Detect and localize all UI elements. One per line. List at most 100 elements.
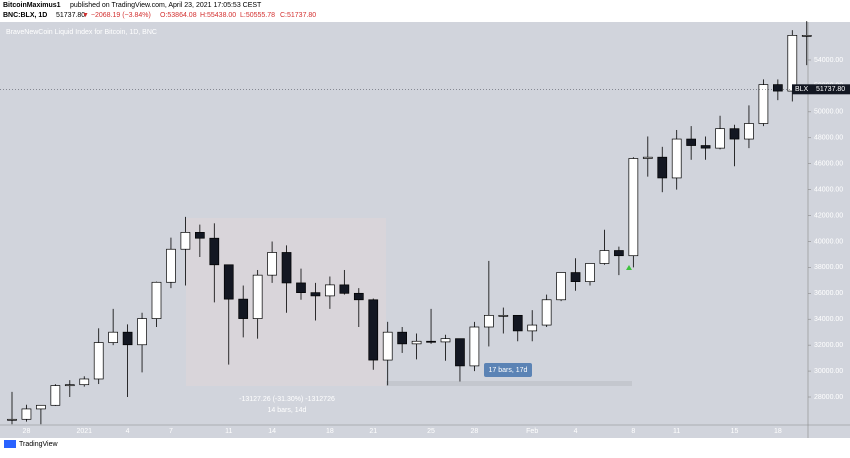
candle-body bbox=[122, 331, 133, 346]
candle-body bbox=[787, 35, 798, 92]
x-tick-label: 28 bbox=[471, 428, 479, 435]
candle-body bbox=[281, 252, 292, 284]
x-tick-label: 21 bbox=[369, 428, 377, 435]
candle-body bbox=[469, 326, 480, 367]
candle-body bbox=[570, 272, 581, 282]
y-tick-label: 54000.00 bbox=[814, 57, 843, 64]
x-tick-label: 2021 bbox=[76, 428, 92, 435]
range-bars: 14 bars, 14d bbox=[268, 407, 307, 414]
candle-body bbox=[440, 338, 451, 343]
y-tick-label: 48000.00 bbox=[814, 135, 843, 142]
change: ▼ −2068.19 (−3.84%) bbox=[82, 12, 151, 19]
x-tick-label: 11 bbox=[225, 428, 232, 435]
candle-body bbox=[426, 340, 436, 343]
price-tag-symbol: BLX bbox=[795, 86, 809, 93]
x-tick-label: 25 bbox=[427, 428, 435, 435]
candle-body bbox=[166, 248, 176, 283]
candle-body bbox=[801, 35, 812, 37]
candle-body bbox=[628, 158, 639, 257]
candle-body bbox=[686, 138, 697, 146]
y-tick-label: 38000.00 bbox=[814, 264, 843, 271]
y-tick-label: 46000.00 bbox=[814, 161, 843, 168]
candle-body bbox=[585, 263, 595, 282]
y-tick-label: 40000.00 bbox=[814, 238, 843, 245]
chart-area bbox=[0, 22, 808, 425]
y-tick-label: 42000.00 bbox=[814, 212, 843, 219]
candle-body bbox=[382, 331, 393, 361]
candle-body bbox=[700, 145, 711, 149]
candle-body bbox=[339, 284, 350, 294]
logo-icon[interactable] bbox=[4, 440, 16, 448]
candle-body bbox=[238, 298, 249, 319]
close: C:51737.80 bbox=[280, 12, 316, 19]
candle-body bbox=[556, 272, 566, 301]
candle-body bbox=[715, 128, 725, 149]
candle-body bbox=[310, 292, 321, 297]
candle-body bbox=[108, 331, 119, 343]
candle-body bbox=[64, 384, 75, 387]
candle-body bbox=[455, 338, 465, 367]
time-axis bbox=[0, 425, 850, 438]
x-tick-label: 14 bbox=[268, 428, 276, 435]
x-tick-label: 28 bbox=[23, 428, 31, 435]
candle-body bbox=[137, 318, 147, 346]
candle-body bbox=[484, 314, 494, 328]
x-tick-label: 4 bbox=[574, 428, 578, 435]
candle-body bbox=[7, 418, 17, 421]
published: published on TradingView.com, April 23, … bbox=[70, 2, 262, 9]
candle-body bbox=[180, 232, 191, 250]
watermark: BraveNewCoin Liquid Index for Bitcoin, 1… bbox=[6, 29, 157, 36]
bars-label: 17 bars, 17d bbox=[489, 367, 528, 374]
candle-body bbox=[527, 324, 538, 332]
candle-body bbox=[411, 340, 422, 345]
bars-label-box bbox=[484, 363, 532, 377]
x-tick-label: 8 bbox=[631, 428, 635, 435]
candle-body bbox=[729, 128, 740, 140]
open: O:53864.08 bbox=[160, 12, 197, 19]
x-tick-label: 11 bbox=[673, 428, 680, 435]
candle-body bbox=[151, 281, 162, 319]
x-tick-label: 15 bbox=[731, 428, 739, 435]
candle-body bbox=[209, 237, 220, 266]
candle-body bbox=[93, 342, 104, 380]
candle-body bbox=[397, 331, 407, 345]
range-bar bbox=[386, 381, 632, 386]
candle-body bbox=[614, 250, 624, 257]
brand[interactable]: TradingView bbox=[19, 441, 58, 448]
candle-body bbox=[541, 299, 552, 326]
low: L:50555.78 bbox=[240, 12, 275, 19]
candle-body bbox=[36, 404, 46, 410]
high: H:55438.00 bbox=[200, 12, 236, 19]
candle-body bbox=[353, 292, 364, 301]
candle-body bbox=[223, 264, 234, 300]
candle-body bbox=[498, 314, 509, 317]
y-tick-label: 36000.00 bbox=[814, 290, 843, 297]
y-tick-label: 32000.00 bbox=[814, 342, 843, 349]
candle-body bbox=[744, 123, 754, 140]
range-change: -13127.26 (-31.30%) -1312726 bbox=[239, 396, 335, 403]
x-tick-label: 18 bbox=[326, 428, 334, 435]
author: BitcoinMaximus1 bbox=[3, 2, 61, 9]
x-tick-label: 4 bbox=[126, 428, 130, 435]
logo[interactable]: TradingView bbox=[4, 440, 58, 448]
y-tick-label: 44000.00 bbox=[814, 186, 843, 193]
candle-body bbox=[195, 232, 205, 239]
y-tick-label: 28000.00 bbox=[814, 394, 843, 401]
candle-body bbox=[642, 156, 653, 159]
price-tag-label: 51737.80 bbox=[816, 86, 845, 93]
price-tag-box bbox=[792, 84, 850, 95]
symbol: BNC:BLX, 1D bbox=[3, 12, 47, 19]
candle-body bbox=[21, 408, 32, 420]
candle-body bbox=[79, 378, 90, 386]
signal-arrow bbox=[626, 265, 632, 270]
y-tick-label: 50000.00 bbox=[814, 109, 843, 116]
candle-body bbox=[368, 299, 379, 361]
x-tick-label: Feb bbox=[526, 428, 538, 435]
range-box bbox=[186, 218, 386, 386]
x-tick-label: 7 bbox=[169, 428, 173, 435]
candle-body bbox=[599, 250, 610, 264]
y-tick-label: 34000.00 bbox=[814, 316, 843, 323]
candle-body bbox=[325, 284, 335, 297]
candle-body bbox=[252, 274, 263, 319]
